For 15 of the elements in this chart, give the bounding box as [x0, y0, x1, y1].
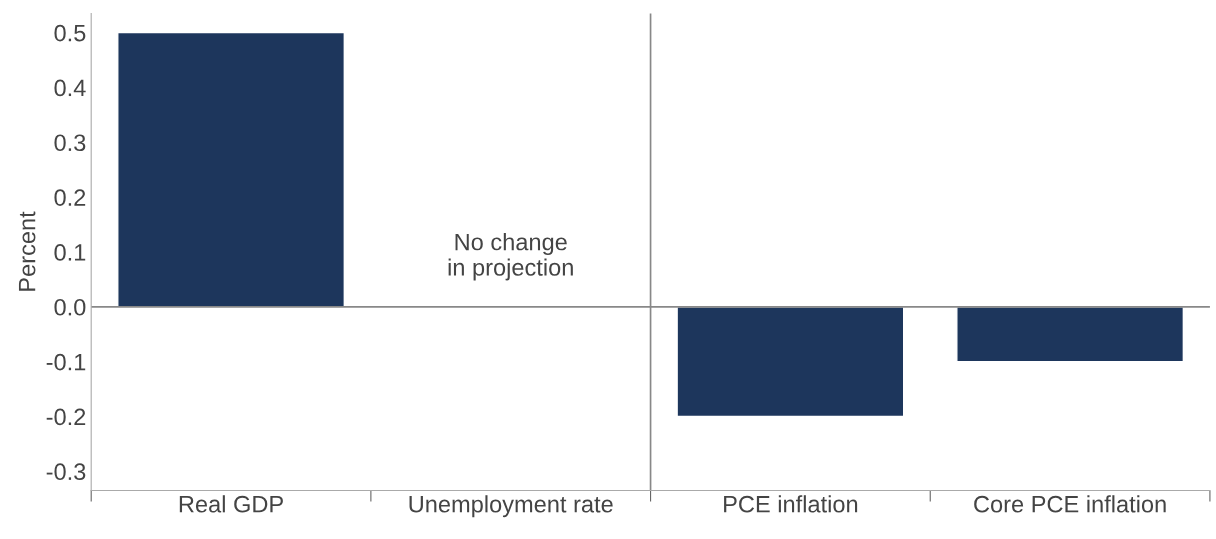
x-tick-label: PCE inflation	[724, 495, 858, 513]
y-tick-label: 0.5	[54, 24, 86, 42]
y-tick-label: 0.1	[54, 244, 86, 261]
x-tick-label: Real GDP	[179, 495, 283, 513]
y-axis-title: Percent	[18, 211, 36, 291]
annotation: No change in projection	[448, 233, 573, 281]
y-tick-label: 0.0	[54, 298, 86, 316]
y-tick-label: -0.2	[46, 408, 86, 426]
x-tick-label: Core PCE inflation	[974, 495, 1166, 513]
x-tick-label: Unemployment rate	[409, 495, 613, 518]
y-tick-label: -0.1	[46, 353, 86, 371]
y-tick-label: 0.3	[54, 134, 86, 152]
y-tick-label: 0.4	[54, 79, 86, 97]
y-tick-label: 0.2	[54, 189, 86, 206]
y-tick-label: -0.3	[46, 463, 86, 481]
